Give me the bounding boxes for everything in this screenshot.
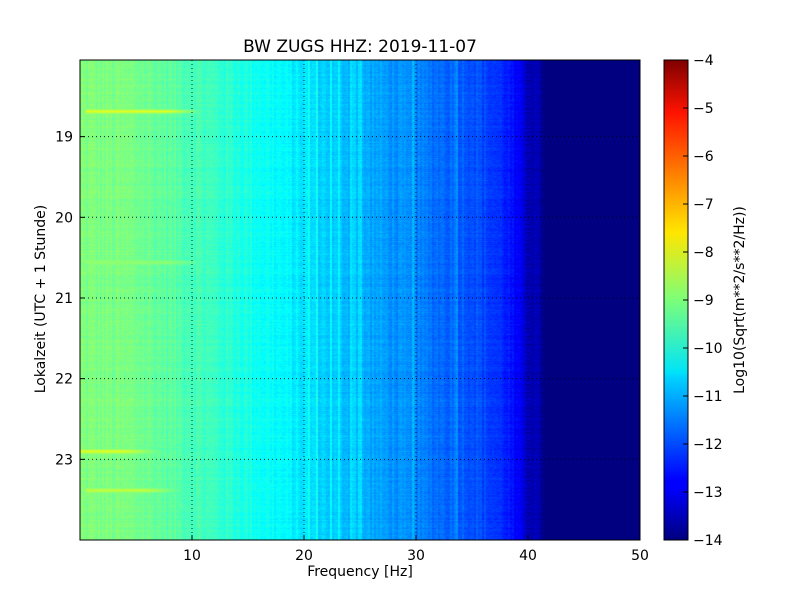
y-tick-label: 19 [55,130,73,146]
x-axis-label: Frequency [Hz] [307,564,413,580]
y-axis-label: Lokalzeit (UTC + 1 Stunde) [33,205,49,394]
colorbar-tick-label: −6 [693,149,714,165]
x-tick-label: 20 [295,548,313,564]
x-tick-label: 50 [631,548,649,564]
x-tick-label: 10 [183,548,201,564]
colorbar-tick-label: −11 [693,389,723,405]
colorbar-tick-label: −10 [693,341,723,357]
x-axis: 10 20 30 40 50 [183,535,649,564]
spectrogram-image [80,60,640,540]
colorbar-tick-label: −14 [693,533,723,549]
colorbar-tick-label: −13 [693,485,723,501]
x-tick-label: 40 [519,548,537,564]
colorbar-axis: −4 −5 −6 −7 −8 −9 −10 −11 −12 −13 −14 [683,53,723,549]
x-tick-label: 30 [407,548,425,564]
chart-title: BW ZUGS HHZ: 2019-11-07 [243,37,477,57]
y-tick-label: 23 [55,452,73,468]
colorbar-tick-label: −4 [693,53,714,69]
plot-frame [79,59,641,541]
y-tick-label: 21 [55,291,73,307]
colorbar-tick-label: −12 [693,437,723,453]
spectrogram-plot [80,60,640,540]
y-tick-label: 22 [55,372,73,388]
y-tick-label: 20 [55,210,73,226]
colorbar-tick-label: −9 [693,293,714,309]
colorbar-label: Log10(Sqrt(m**2/s**2/Hz)) [732,206,748,394]
grid [80,60,640,540]
y-axis: 19 20 21 22 23 [55,130,85,468]
colorbar-tick-label: −5 [693,101,714,117]
colorbar-tick-label: −7 [693,197,714,213]
colorbar-tick-label: −8 [693,245,714,261]
